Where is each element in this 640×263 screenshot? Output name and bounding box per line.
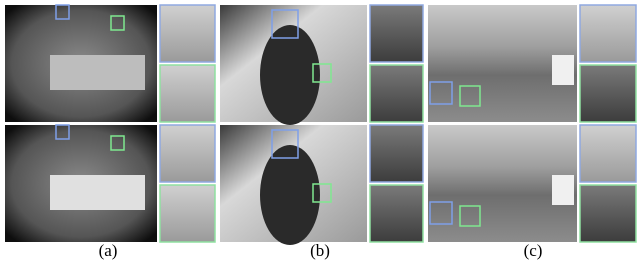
person bbox=[260, 145, 320, 245]
boat bbox=[50, 175, 145, 210]
crop-green bbox=[160, 185, 215, 242]
sign bbox=[552, 175, 574, 205]
person bbox=[260, 25, 320, 125]
boat bbox=[50, 55, 145, 90]
caption: (b) bbox=[310, 241, 330, 260]
crop-green bbox=[370, 185, 423, 242]
crop-green bbox=[370, 65, 423, 122]
crop-green bbox=[580, 65, 636, 122]
crop-blue bbox=[160, 5, 215, 62]
crop-green bbox=[160, 65, 215, 122]
crop-blue bbox=[370, 125, 423, 182]
crop-blue bbox=[580, 5, 636, 62]
image-panels bbox=[5, 5, 636, 245]
crop-blue bbox=[370, 5, 423, 62]
caption: (c) bbox=[524, 241, 543, 260]
crop-green bbox=[580, 185, 636, 242]
figure: (a) (b) (c) bbox=[0, 0, 640, 263]
caption: (a) bbox=[99, 241, 118, 260]
sign bbox=[552, 55, 574, 85]
crop-blue bbox=[580, 125, 636, 182]
crop-blue bbox=[160, 125, 215, 182]
